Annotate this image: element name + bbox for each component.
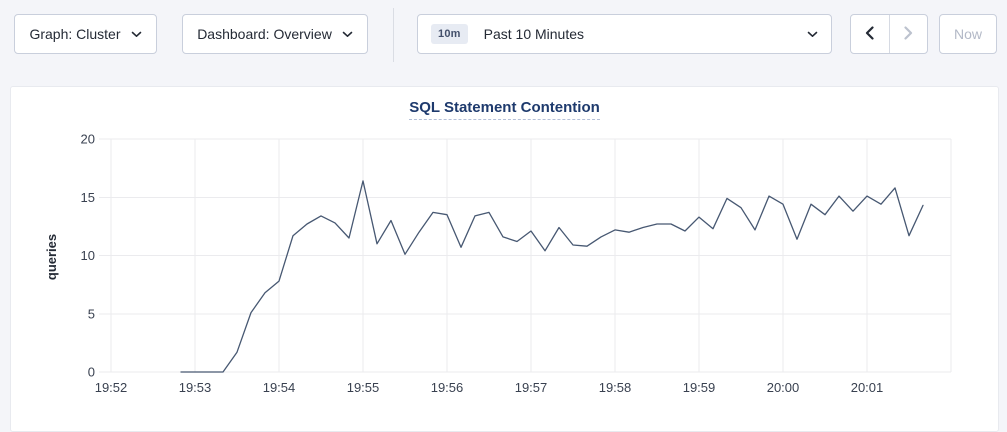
x-axis: 19:52 19:53 19:54 19:55 19:56 19:57 19:58 19:59… xyxy=(95,139,952,395)
chart-title[interactable]: SQL Statement Contention xyxy=(409,99,600,120)
x-tick-label: 19:58 xyxy=(599,380,632,395)
x-tick-label: 20:00 xyxy=(767,380,800,395)
chevron-right-icon xyxy=(904,25,913,43)
graph-dropdown[interactable]: Graph: Cluster xyxy=(14,14,157,54)
x-tick-label: 19:54 xyxy=(263,380,296,395)
series-line xyxy=(180,180,924,373)
y-tick-label: 0 xyxy=(88,365,95,380)
chevron-down-icon xyxy=(131,31,142,38)
toolbar-divider xyxy=(393,8,394,62)
x-tick-label: 19:57 xyxy=(515,380,548,395)
chevron-down-icon xyxy=(342,31,353,38)
chevron-left-icon xyxy=(865,25,874,43)
x-tick-label: 19:59 xyxy=(683,380,716,395)
x-tick-label: 19:55 xyxy=(347,380,380,395)
y-axis: 0 5 10 15 20 xyxy=(81,132,951,380)
graph-dropdown-label: Graph: Cluster xyxy=(29,26,121,42)
chevron-down-icon xyxy=(807,31,818,38)
x-tick-label: 19:56 xyxy=(431,380,464,395)
time-range-selector[interactable]: 10m Past 10 Minutes xyxy=(417,14,832,54)
y-axis-label: queries xyxy=(44,234,59,280)
now-button-label: Now xyxy=(953,26,982,42)
now-button[interactable]: Now xyxy=(939,14,997,54)
time-range-value: Past 10 Minutes xyxy=(483,26,585,42)
y-tick-label: 15 xyxy=(81,190,95,205)
time-back-button[interactable] xyxy=(851,15,890,53)
x-tick-label: 20:01 xyxy=(851,380,884,395)
time-nav-group xyxy=(850,14,928,54)
y-tick-label: 20 xyxy=(81,132,95,147)
y-tick-label: 10 xyxy=(81,248,95,263)
dashboard-dropdown[interactable]: Dashboard: Overview xyxy=(182,14,368,54)
dashboard-dropdown-label: Dashboard: Overview xyxy=(197,26,332,42)
y-tick-label: 5 xyxy=(88,306,95,321)
x-tick-label: 19:53 xyxy=(179,380,212,395)
x-tick-label: 19:52 xyxy=(95,380,128,395)
time-range-badge: 10m xyxy=(431,24,468,44)
chart-title-row: SQL Statement Contention xyxy=(11,99,998,120)
time-forward-button[interactable] xyxy=(890,15,928,53)
chart-card: 0 5 10 15 20 19:52 19:53 19:54 19:55 19:56 19:57 19… xyxy=(10,86,999,432)
